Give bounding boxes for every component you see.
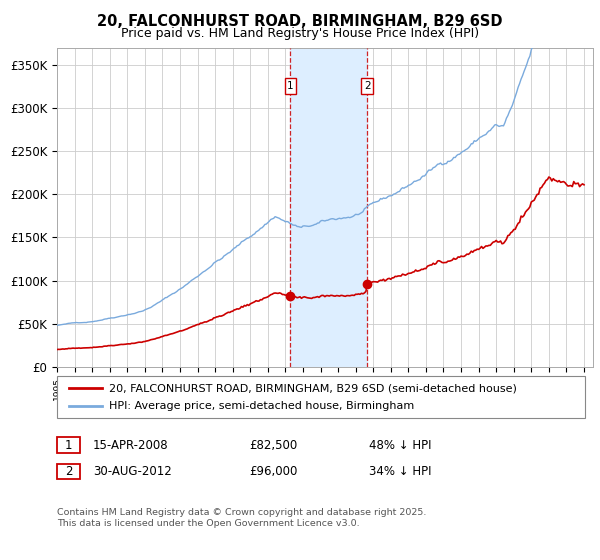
Text: 15-APR-2008: 15-APR-2008 [93, 438, 169, 452]
Bar [290, 48, 367, 367]
Text: Price paid vs. HM Land Registry's House Price Index (HPI): Price paid vs. HM Land Registry's House … [121, 27, 479, 40]
Text: £82,500: £82,500 [249, 438, 297, 452]
Text: 20, FALCONHURST ROAD, BIRMINGHAM, B29 6SD (semi-detached house): 20, FALCONHURST ROAD, BIRMINGHAM, B29 6S… [109, 384, 517, 393]
Text: 2: 2 [65, 465, 72, 478]
Text: £96,000: £96,000 [249, 465, 298, 478]
Text: HPI: Average price, semi-detached house, Birmingham: HPI: Average price, semi-detached house,… [109, 401, 415, 411]
Text: 1: 1 [65, 438, 72, 452]
Text: 20, FALCONHURST ROAD, BIRMINGHAM, B29 6SD: 20, FALCONHURST ROAD, BIRMINGHAM, B29 6S… [97, 14, 503, 29]
Text: Contains HM Land Registry data © Crown copyright and database right 2025.
This d: Contains HM Land Registry data © Crown c… [57, 508, 427, 528]
Text: 2: 2 [364, 81, 371, 91]
Text: 1: 1 [287, 81, 294, 91]
Text: 30-AUG-2012: 30-AUG-2012 [93, 465, 172, 478]
Text: 34% ↓ HPI: 34% ↓ HPI [369, 465, 431, 478]
Text: 48% ↓ HPI: 48% ↓ HPI [369, 438, 431, 452]
